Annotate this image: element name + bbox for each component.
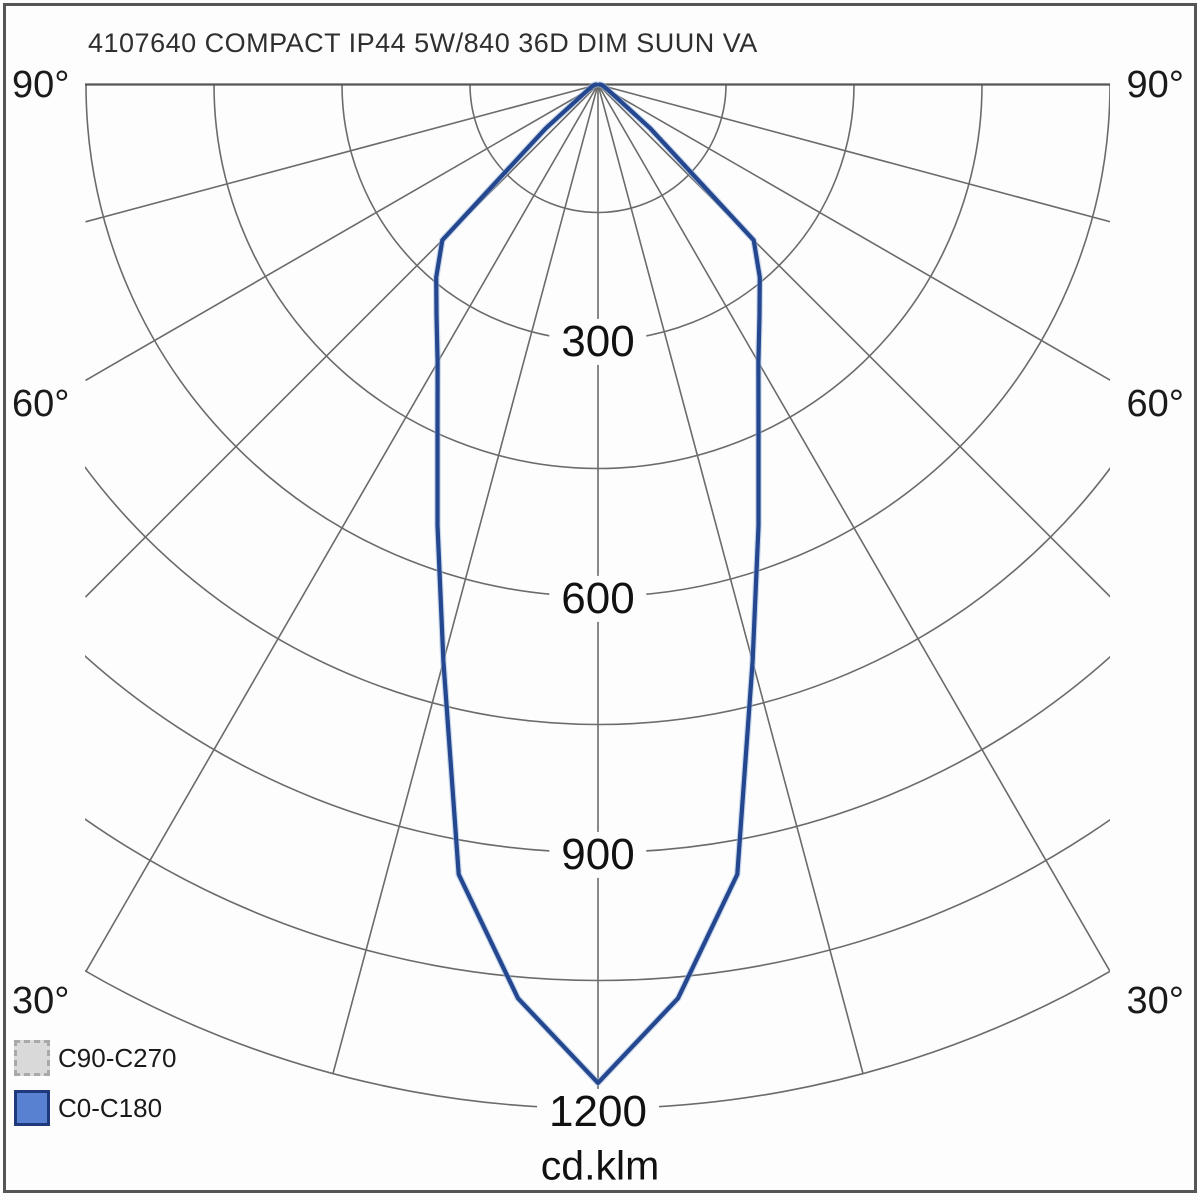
legend: C90-C270 C0-C180 [14, 1040, 177, 1140]
angle-label-left-30: 30° [10, 980, 72, 1022]
legend-label-c0-c180: C0-C180 [58, 1093, 163, 1123]
diagram-title: 4107640 COMPACT IP44 5W/840 36D DIM SUUN… [88, 28, 758, 58]
angle-label-left-90: 90° [10, 64, 72, 106]
angle-label-right-60: 60° [1124, 383, 1186, 425]
legend-item-c90-c270: C90-C270 [14, 1040, 177, 1076]
angle-label-left-60: 60° [10, 383, 72, 425]
legend-item-c0-c180: C0-C180 [14, 1090, 177, 1126]
ring-label-1200: 1200 [537, 1088, 659, 1136]
ring-label-300: 300 [549, 318, 647, 366]
ring-label-600: 600 [549, 575, 647, 623]
angle-label-right-90: 90° [1124, 64, 1186, 106]
legend-swatch-c0-c180 [14, 1090, 50, 1126]
legend-swatch-c90-c270 [14, 1040, 50, 1076]
legend-label-c90-c270: C90-C270 [58, 1043, 177, 1073]
angle-label-right-30: 30° [1124, 980, 1186, 1022]
ring-label-900: 900 [549, 831, 647, 879]
radial-unit-label: cd.klm [540, 1142, 660, 1189]
